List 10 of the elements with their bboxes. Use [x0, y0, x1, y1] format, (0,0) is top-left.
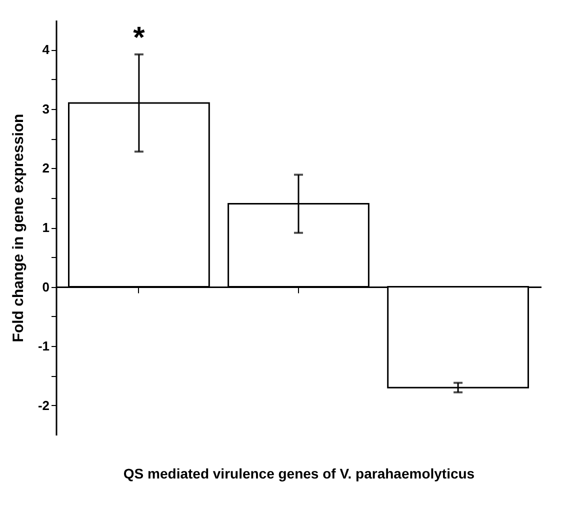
y-tick-label: 1: [42, 220, 50, 235]
y-tick-label: 2: [42, 160, 50, 176]
y-axis-title: Fold change in gene expression: [10, 114, 27, 342]
x-axis-title: QS mediated virulence genes of V. parahaemolyticus: [123, 466, 475, 482]
y-tick-label: 4: [42, 42, 50, 58]
y-tick-label: -2: [38, 398, 50, 413]
y-tick-label: 0: [42, 279, 50, 294]
y-tick-label: 3: [42, 101, 50, 116]
y-tick-label: -1: [38, 338, 50, 354]
data-label: *: [133, 21, 146, 54]
